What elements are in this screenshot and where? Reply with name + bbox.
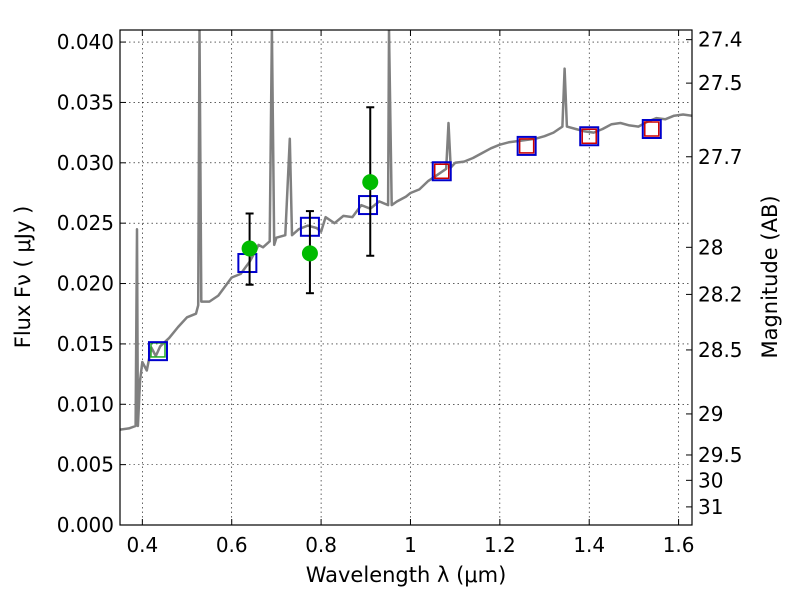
observed-point	[301, 245, 318, 262]
model-square-marker	[579, 126, 600, 147]
y2-tick-label: 30	[698, 468, 723, 492]
x-tick-label: 0.8	[305, 533, 337, 557]
y-tick-label: 0.000	[57, 513, 114, 537]
model-square-marker	[516, 135, 537, 156]
grid	[120, 30, 692, 525]
model-square-marker	[147, 341, 168, 362]
model-square-marker	[358, 195, 379, 216]
x-tick-label: 1.6	[663, 533, 695, 557]
axis-ticks: 0.4 0.6 0.8 1 1.2 1.4 1.6 0.000 0.005 0.010 0.015 0…	[57, 28, 743, 557]
y2-axis-label: Magnitude (AB)	[758, 195, 782, 358]
y-tick-label: 0.010	[57, 392, 114, 416]
y-axis-label: Flux Fν ( μJy )	[11, 206, 35, 349]
inner-square-marker	[518, 138, 535, 154]
y-tick-label: 0.035	[57, 90, 114, 114]
y2-tick-label: 31	[698, 495, 723, 519]
observed-point	[362, 174, 379, 191]
y-tick-label: 0.030	[57, 151, 114, 175]
inner-square-marker	[644, 121, 660, 137]
inner-square-marker	[434, 163, 450, 180]
x-tick-label: 1.4	[573, 533, 605, 557]
y2-tick-label: 27.7	[698, 145, 743, 169]
y-tick-label: 0.025	[57, 211, 114, 235]
y2-tick-label: 27.5	[698, 71, 743, 95]
y-tick-label: 0.020	[57, 272, 114, 296]
x-tick-label: 1.2	[484, 533, 516, 557]
y2-tick-label: 28	[698, 235, 723, 259]
x-axis-label: Wavelength λ (μm)	[306, 563, 507, 587]
plot-frame	[119, 29, 693, 526]
y-tick-label: 0.015	[57, 332, 114, 356]
y-tick-label: 0.040	[57, 30, 114, 54]
y2-tick-label: 27.4	[698, 28, 743, 52]
y-tick-label: 0.005	[57, 453, 114, 477]
y2-tick-label: 29	[698, 402, 723, 426]
x-tick-label: 0.6	[216, 533, 248, 557]
y2-tick-label: 28.5	[698, 338, 743, 362]
model-square-marker	[641, 119, 662, 139]
x-tick-label: 0.4	[126, 533, 158, 557]
x-tick-label: 1	[404, 533, 417, 557]
spectrum-line	[120, 30, 692, 431]
plot-area	[120, 30, 692, 431]
inner-square-marker	[581, 128, 597, 144]
observed-point	[241, 240, 258, 257]
model-square-marker	[431, 161, 452, 182]
y2-tick-label: 28.2	[698, 282, 743, 306]
y2-tick-label: 29.5	[698, 443, 743, 467]
